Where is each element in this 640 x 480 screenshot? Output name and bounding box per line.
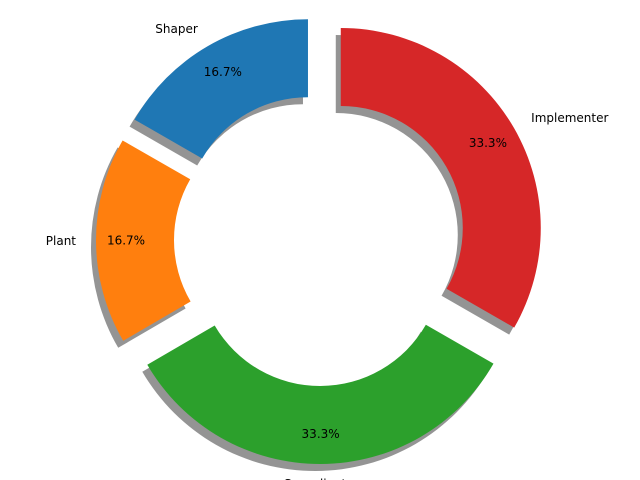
slice-pct-implementer: 33.3% xyxy=(469,136,507,150)
slice-label-implementer: Implementer xyxy=(531,111,608,125)
slice-implementer xyxy=(340,27,541,328)
slice-plant xyxy=(96,140,191,341)
slice-pct-plant: 16.7% xyxy=(107,234,145,248)
slice-label-shaper: Shaper xyxy=(155,22,198,36)
slice-shaper xyxy=(134,19,308,159)
slice-wedges xyxy=(96,19,541,464)
slice-labels: Shaper 16.7% Plant 16.7% Co-ordinator 33.3% Im… xyxy=(46,22,609,480)
slice-pct-shaper: 16.7% xyxy=(204,65,242,79)
slice-label-co-ordinator: Co-ordinator xyxy=(283,477,359,480)
slice-pct-co-ordinator: 33.3% xyxy=(302,427,340,441)
slice-co-ordinator xyxy=(147,324,494,464)
slice-label-plant: Plant xyxy=(46,234,77,248)
